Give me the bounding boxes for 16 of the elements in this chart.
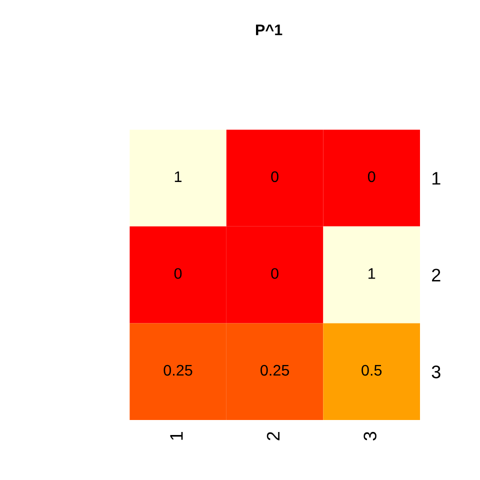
data-label: 0.5 <box>362 364 382 376</box>
data-label: 0 <box>271 171 278 182</box>
y-tick-label: 1 <box>432 172 440 185</box>
data-label: 0 <box>271 268 278 279</box>
y-tick-label: 3 <box>432 366 440 378</box>
data-label: 1 <box>174 171 182 182</box>
chart-title: P^1 <box>256 24 282 36</box>
data-label: 0.25 <box>260 364 290 376</box>
x-tick-label: 2 <box>266 432 280 440</box>
data-label: 0.25 <box>164 364 192 376</box>
data-label: 0 <box>368 171 376 182</box>
x-tick-label: 1 <box>170 432 183 440</box>
x-tick-label: 3 <box>364 432 376 440</box>
y-tick-label: 2 <box>432 268 440 282</box>
data-label: 1 <box>368 268 376 279</box>
data-label: 0 <box>174 268 182 279</box>
